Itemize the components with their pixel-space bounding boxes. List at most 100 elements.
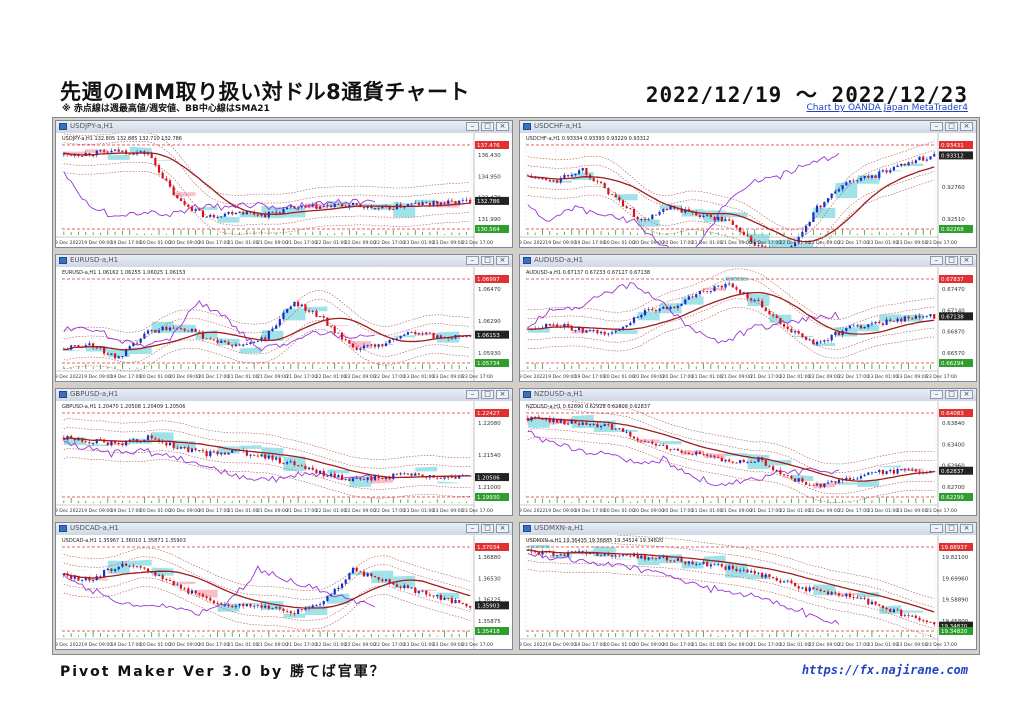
volume-bar xyxy=(444,233,445,235)
candle xyxy=(933,621,936,627)
candle xyxy=(691,559,694,565)
minimize-icon[interactable]: – xyxy=(466,390,479,399)
candle xyxy=(867,471,870,476)
candle xyxy=(720,563,723,569)
close-icon[interactable]: × xyxy=(496,256,509,265)
price-badge-bg xyxy=(939,466,973,475)
volume-bar xyxy=(542,498,543,503)
chart-window-nzdusd[interactable]: NZDUSD-a,H1– □ × 0.63840 0.63400 0.62960 0.627… xyxy=(519,388,977,516)
candle-body xyxy=(297,465,300,466)
time-tick-label: 19 Dec 17:00 xyxy=(575,374,606,380)
chart-window-usdmxn[interactable]: USDMXN-a,H1– □ × 19.82100 19.69960 19.58890 19… xyxy=(519,522,977,650)
maximize-icon[interactable]: □ xyxy=(945,122,958,131)
candle-body xyxy=(900,163,903,166)
chart-window-usdchf[interactable]: USDCHF-a,H1–□×0.931000.927600.925100.934… xyxy=(519,120,977,248)
candle-body xyxy=(103,150,106,152)
candle-body xyxy=(742,569,745,571)
candle-body xyxy=(443,598,446,600)
candle xyxy=(548,323,551,327)
close-icon[interactable]: × xyxy=(960,122,973,131)
chart-window-audusd[interactable]: AUDUSD-a,H1– □ × 0.67470 0.67140 0.66870 0.665… xyxy=(519,254,977,382)
candle-body xyxy=(834,481,837,483)
candle xyxy=(878,603,881,607)
candle xyxy=(735,285,738,292)
candle-body xyxy=(220,603,223,605)
chart-window-icon xyxy=(523,123,531,130)
maximize-icon[interactable]: □ xyxy=(481,122,494,131)
candle-body xyxy=(867,472,870,475)
price-badge-bg xyxy=(475,543,509,551)
chart-window-usdcad[interactable]: USDCAD-a,H1– □ × 1.36880 1.36530 1.36225 1.358… xyxy=(55,522,513,650)
candle xyxy=(757,243,760,247)
volume-bar xyxy=(673,364,675,369)
candle-body xyxy=(183,201,186,205)
maximize-icon[interactable]: □ xyxy=(945,256,958,265)
candle xyxy=(709,453,712,459)
chart-window-usdjpy[interactable]: USDJPY-a,H1–□×136.430134.950133.470131.9… xyxy=(55,120,513,248)
time-tick-label: 21 Dec 01:00 xyxy=(228,374,259,380)
minimize-icon[interactable]: – xyxy=(466,122,479,131)
volume-bar xyxy=(209,497,211,503)
candle xyxy=(717,454,720,459)
candle-body xyxy=(808,587,811,592)
candle-body xyxy=(610,424,614,430)
candle xyxy=(599,424,603,430)
minimize-icon[interactable]: – xyxy=(930,390,943,399)
chart-window-gbpusd[interactable]: GBPUSD-a,H1– □ × 1.22080 1.21540 1.21000 1.224… xyxy=(55,388,513,516)
credit-link[interactable]: Chart by OANDA Japan MetaTrader4 xyxy=(806,103,968,113)
close-icon[interactable]: × xyxy=(496,390,509,399)
candle-body xyxy=(113,149,117,151)
candle-body xyxy=(658,557,661,559)
candle-body xyxy=(154,330,157,333)
candle xyxy=(706,560,709,567)
volume-bar xyxy=(100,364,101,369)
candle xyxy=(556,554,559,557)
candle-body xyxy=(220,452,223,455)
minimize-icon[interactable]: – xyxy=(930,122,943,131)
window-title-bar[interactable]: USDJPY-a,H1– □ × xyxy=(56,121,512,134)
date-range: 2022/12/19 ～ 2022/12/23 xyxy=(645,83,968,107)
minimize-icon[interactable]: – xyxy=(466,256,479,265)
maximize-icon[interactable]: □ xyxy=(481,256,494,265)
candle-body xyxy=(691,561,694,565)
minimize-icon[interactable]: – xyxy=(930,256,943,265)
candle xyxy=(183,198,186,207)
close-icon[interactable]: × xyxy=(960,390,973,399)
minimize-icon[interactable]: – xyxy=(930,524,943,533)
candle xyxy=(856,179,859,184)
minimize-icon[interactable]: – xyxy=(466,524,479,533)
candle-body xyxy=(362,345,366,349)
maximize-icon[interactable]: □ xyxy=(945,390,958,399)
close-icon[interactable]: × xyxy=(496,122,509,131)
candle xyxy=(271,211,274,213)
ichimoku-cloud xyxy=(527,276,924,346)
chart-window-eurusd[interactable]: EURUSD-a,H1– □ × 1.06470 1.06290 1.05930 1.069… xyxy=(55,254,513,382)
candle-body xyxy=(823,201,826,208)
candle-body xyxy=(933,622,936,625)
maximize-icon[interactable]: □ xyxy=(481,390,494,399)
candle-body xyxy=(801,478,804,482)
price-badge-label: 1.20506 xyxy=(477,475,500,481)
cloud-segment xyxy=(371,570,394,584)
candle xyxy=(227,602,230,609)
candle xyxy=(676,447,680,451)
maximize-icon[interactable]: □ xyxy=(945,524,958,533)
candle-body xyxy=(337,475,340,478)
footer-site-link[interactable]: https://fx.najirane.com xyxy=(801,663,968,677)
time-tick-label: 21 Dec 17:00 xyxy=(750,374,781,380)
week-high-badge: 1.37034 xyxy=(475,543,509,551)
close-icon[interactable]: × xyxy=(960,256,973,265)
candle xyxy=(889,167,892,174)
time-tick-label: 22 Dec 09:00 xyxy=(809,240,840,246)
volume-bar xyxy=(143,634,145,637)
maximize-icon[interactable]: □ xyxy=(481,524,494,533)
candle xyxy=(808,220,811,227)
volume-bar xyxy=(122,230,123,235)
candle-body xyxy=(403,334,406,336)
volume-bar xyxy=(305,634,306,637)
close-icon[interactable]: × xyxy=(960,524,973,533)
close-icon[interactable]: × xyxy=(496,524,509,533)
time-tick-label: 20 Dec 01:00 xyxy=(140,508,171,514)
candle xyxy=(165,577,168,582)
candle xyxy=(746,568,749,573)
